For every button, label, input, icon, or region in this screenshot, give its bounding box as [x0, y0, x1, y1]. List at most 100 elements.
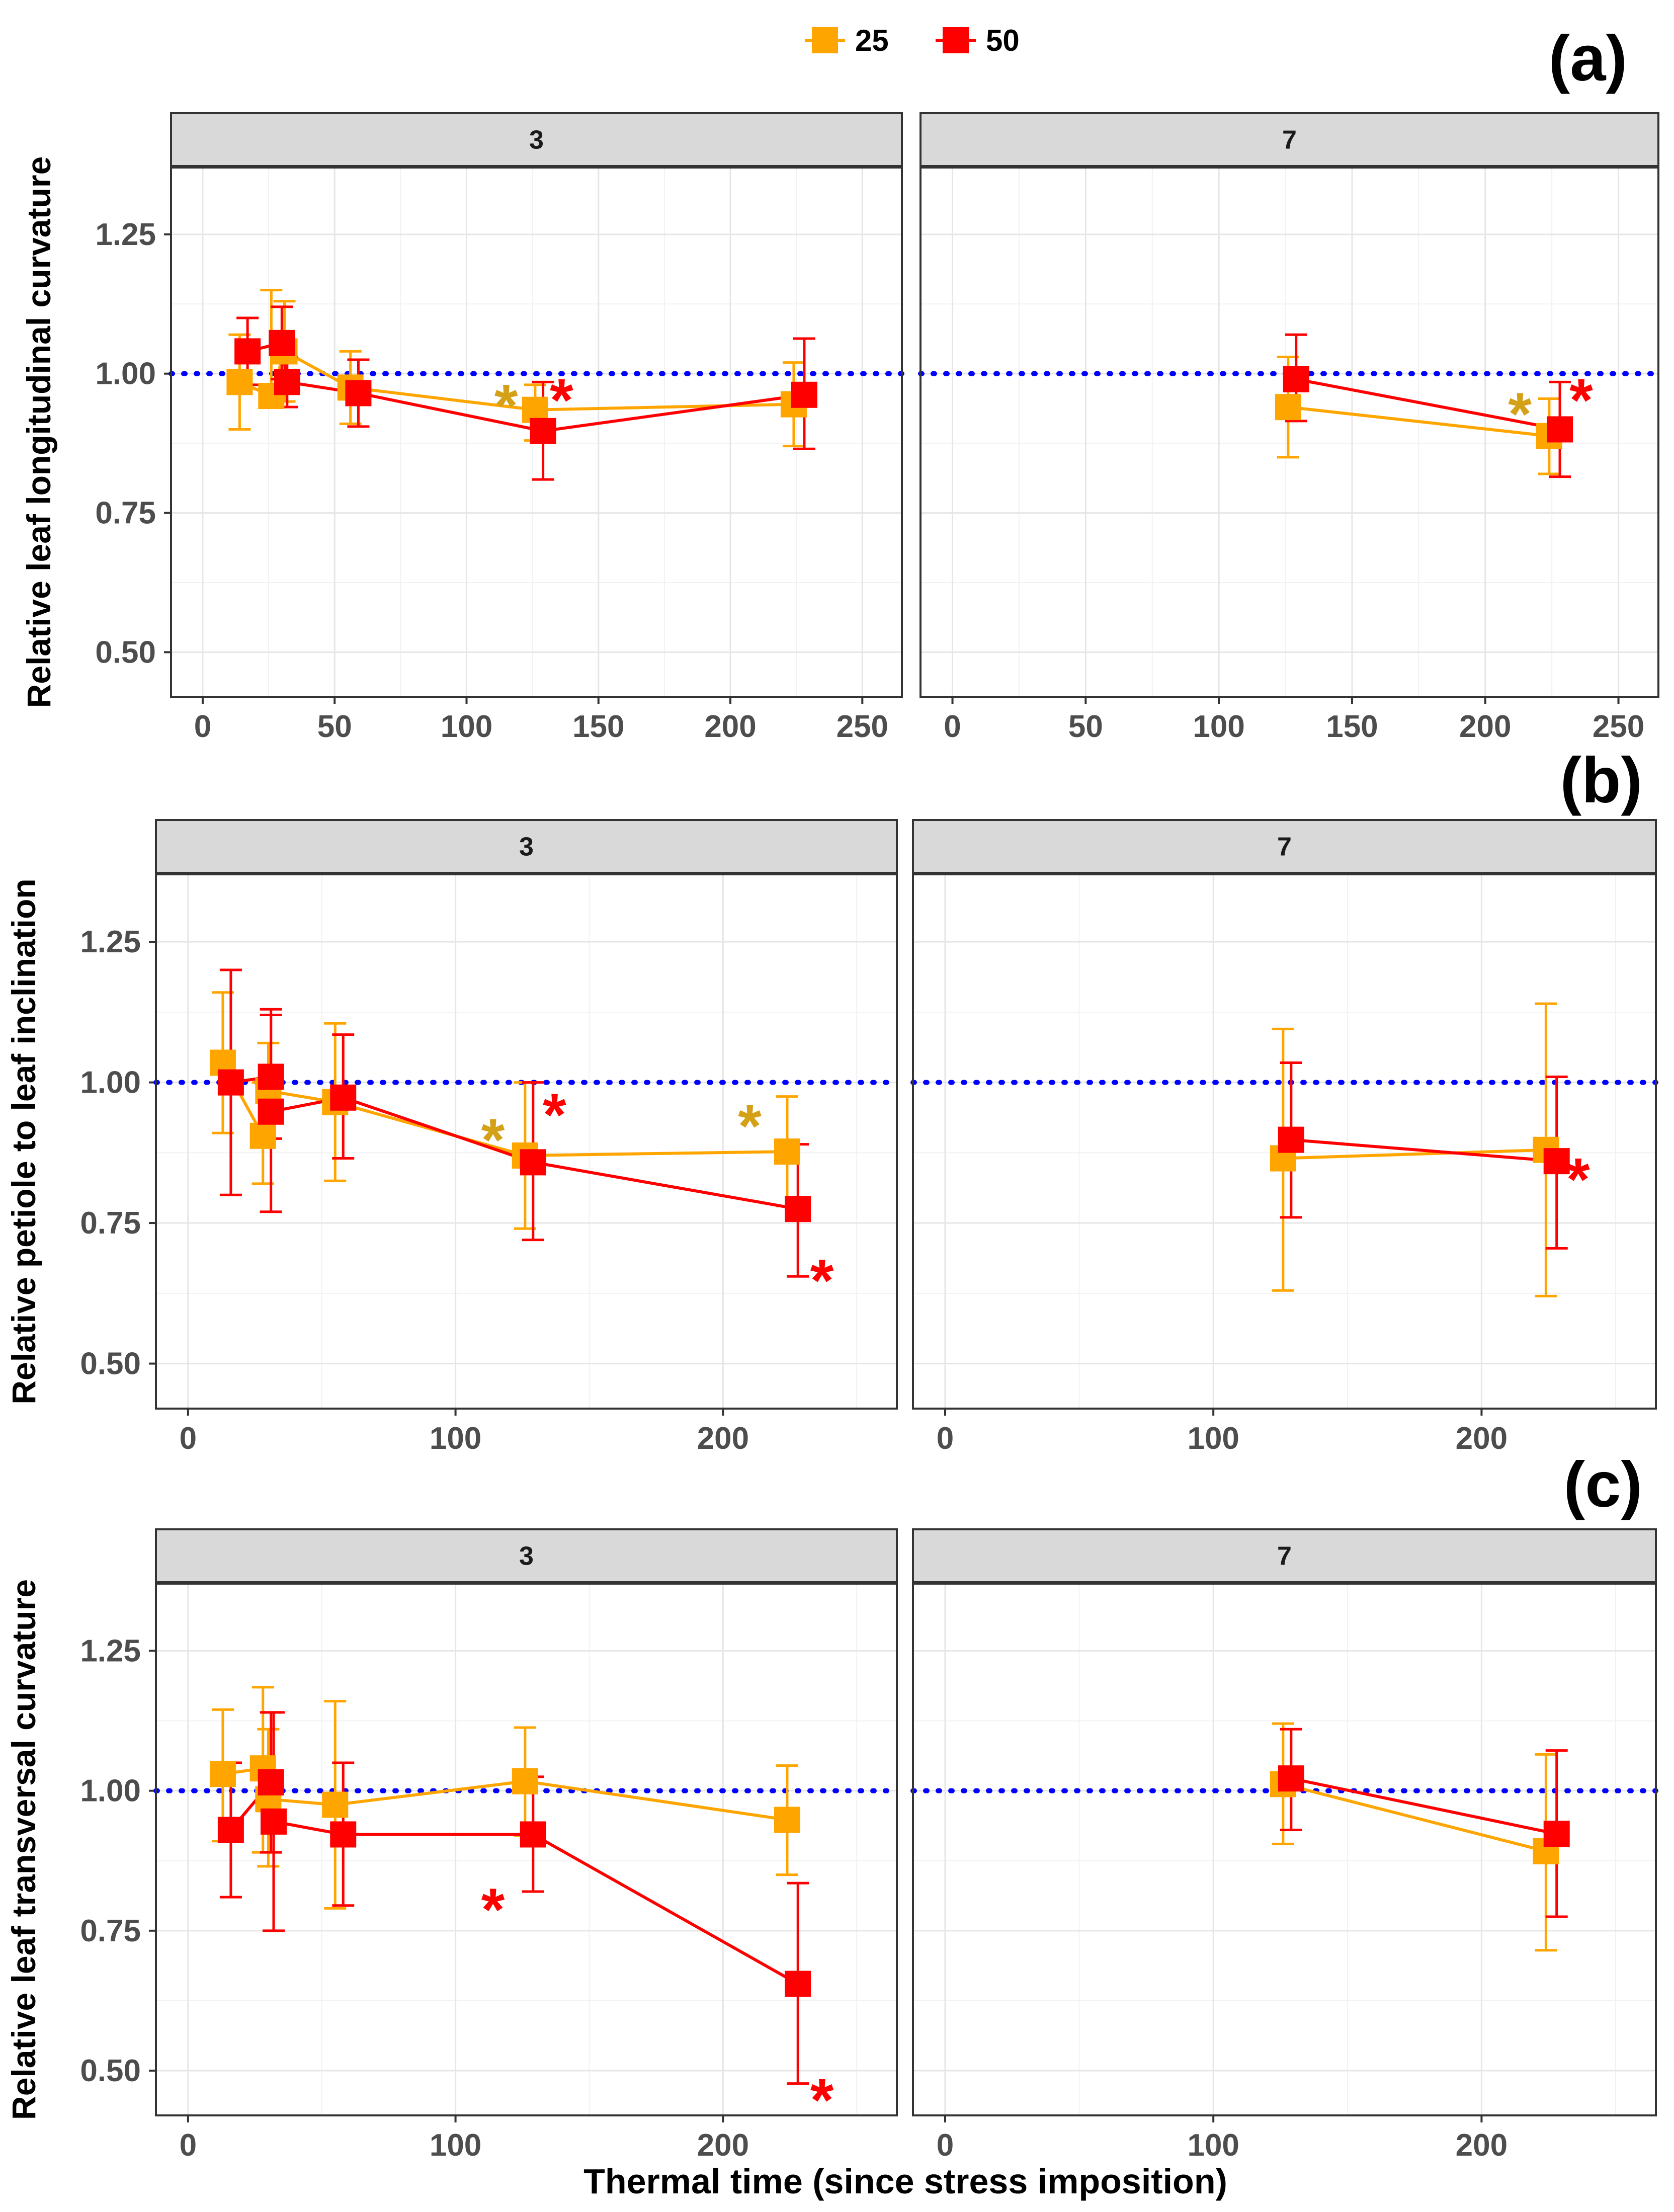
facet-strip-2-1	[912, 1528, 1657, 1583]
y-axis-label-0: Relative leaf longitudinal curvature	[20, 156, 57, 708]
data-point-50	[258, 1063, 284, 1090]
significance-marker-25: *	[738, 1092, 762, 1160]
plot-background	[913, 1584, 1656, 2115]
data-point-50	[1278, 1765, 1304, 1792]
data-point-50	[1543, 1148, 1570, 1175]
panel-border	[912, 873, 1657, 1410]
y-tick-label: 0.75	[80, 1206, 141, 1241]
series-line-50	[1296, 377, 1560, 431]
y-tick-label: 1.00	[95, 357, 156, 391]
y-tick-label: 0.75	[80, 1914, 141, 1948]
significance-marker-50: *	[1566, 1145, 1590, 1213]
data-point-50	[1543, 1821, 1570, 1847]
data-point-25	[249, 1122, 276, 1149]
data-point-50	[520, 1149, 546, 1176]
data-point-25	[209, 1761, 236, 1787]
data-point-50	[520, 1821, 546, 1848]
data-point-50	[1278, 1126, 1304, 1153]
data-point-50	[258, 1098, 284, 1125]
series-line-25	[1283, 1148, 1546, 1160]
significance-marker-50: *	[550, 366, 573, 434]
data-point-25	[512, 1768, 538, 1794]
y-tick-label: 1.25	[80, 1634, 141, 1669]
x-tick-label: 50	[317, 709, 352, 744]
x-tick-label: 150	[572, 709, 624, 744]
facet-strip-label: 7	[1277, 833, 1292, 862]
data-point-25	[774, 1138, 800, 1165]
x-tick-label: 200	[697, 1421, 749, 1456]
data-point-50	[217, 1069, 244, 1096]
facet-strip-label: 3	[529, 126, 544, 155]
panel-tag-1: (b)	[1560, 745, 1642, 816]
data-point-50	[330, 1821, 357, 1848]
x-tick-label: 100	[1187, 1421, 1239, 1456]
series-line-50	[1291, 1777, 1557, 1836]
data-point-50	[530, 418, 556, 444]
facet-strip-label: 7	[1277, 1542, 1292, 1571]
data-point-50	[217, 1817, 244, 1843]
x-tick-label: 0	[180, 2128, 197, 2163]
plot-background	[920, 168, 1658, 697]
legend-label-50: 50	[986, 24, 1020, 57]
x-tick-label: 200	[1456, 2128, 1508, 2163]
x-tick-label: 100	[430, 1421, 481, 1456]
facet-strip-label: 3	[519, 833, 534, 862]
y-tick-label: 1.25	[95, 217, 156, 252]
panel-border	[155, 1583, 898, 2116]
x-tick-label: 0	[180, 1421, 197, 1456]
plot-background	[156, 874, 897, 1409]
x-tick-label: 200	[704, 709, 756, 744]
facet-strip-1-1	[912, 819, 1657, 874]
significance-marker-50: *	[1569, 366, 1593, 434]
panel-border	[912, 1583, 1657, 2116]
x-tick-label: 100	[441, 709, 492, 744]
legend-key-50	[943, 27, 969, 53]
x-tick-label: 250	[836, 709, 888, 744]
panel-border	[155, 873, 898, 1410]
facet-strip-0-1	[919, 112, 1659, 167]
data-point-50	[345, 380, 372, 406]
y-tick-label: 1.00	[80, 1774, 141, 1809]
significance-marker-50: *	[481, 1876, 505, 1943]
x-tick-label: 100	[430, 2128, 481, 2163]
data-point-50	[330, 1084, 357, 1111]
y-tick-label: 0.50	[80, 1347, 141, 1381]
significance-marker-25: *	[481, 1106, 505, 1174]
data-point-50	[785, 1971, 811, 1997]
significance-marker-50: *	[810, 1247, 834, 1315]
y-tick-label: 1.25	[80, 925, 141, 959]
y-tick-label: 0.50	[95, 635, 156, 670]
x-tick-label: 0	[944, 709, 961, 744]
panel-tag-2: (c)	[1564, 1449, 1642, 1521]
x-tick-label: 0	[194, 709, 211, 744]
facet-strip-0-0	[170, 112, 903, 167]
y-axis-label-2: Relative leaf transversal curvature	[5, 1579, 42, 2120]
x-tick-label: 200	[697, 2128, 749, 2163]
facet-strip-1-0	[155, 819, 898, 874]
series-line-25	[1283, 1782, 1547, 1853]
facet-strip-2-0	[155, 1528, 898, 1583]
x-tick-label: 200	[1456, 1421, 1508, 1456]
series-line-50	[1291, 1138, 1557, 1163]
data-point-50	[1283, 366, 1309, 392]
legend-key-25	[812, 27, 838, 53]
data-point-50	[1547, 416, 1573, 443]
x-tick-label: 0	[937, 2128, 954, 2163]
data-point-50	[258, 1769, 284, 1795]
data-point-25	[774, 1807, 800, 1833]
x-tick-label: 150	[1326, 709, 1378, 744]
series-line-25	[1288, 405, 1550, 438]
data-point-50	[234, 338, 261, 365]
y-axis-label-1: Relative petiole to leaf inclination	[5, 878, 42, 1404]
x-tick-label: 100	[1193, 709, 1244, 744]
facet-strip-label: 3	[519, 1542, 534, 1571]
panel-border	[170, 167, 903, 698]
y-tick-label: 0.75	[95, 496, 156, 531]
data-point-25	[226, 369, 253, 395]
x-tick-label: 0	[937, 1421, 954, 1456]
x-tick-label: 250	[1593, 709, 1644, 744]
data-point-50	[260, 1808, 287, 1835]
y-tick-label: 0.50	[80, 2054, 141, 2088]
data-point-50	[785, 1196, 811, 1222]
